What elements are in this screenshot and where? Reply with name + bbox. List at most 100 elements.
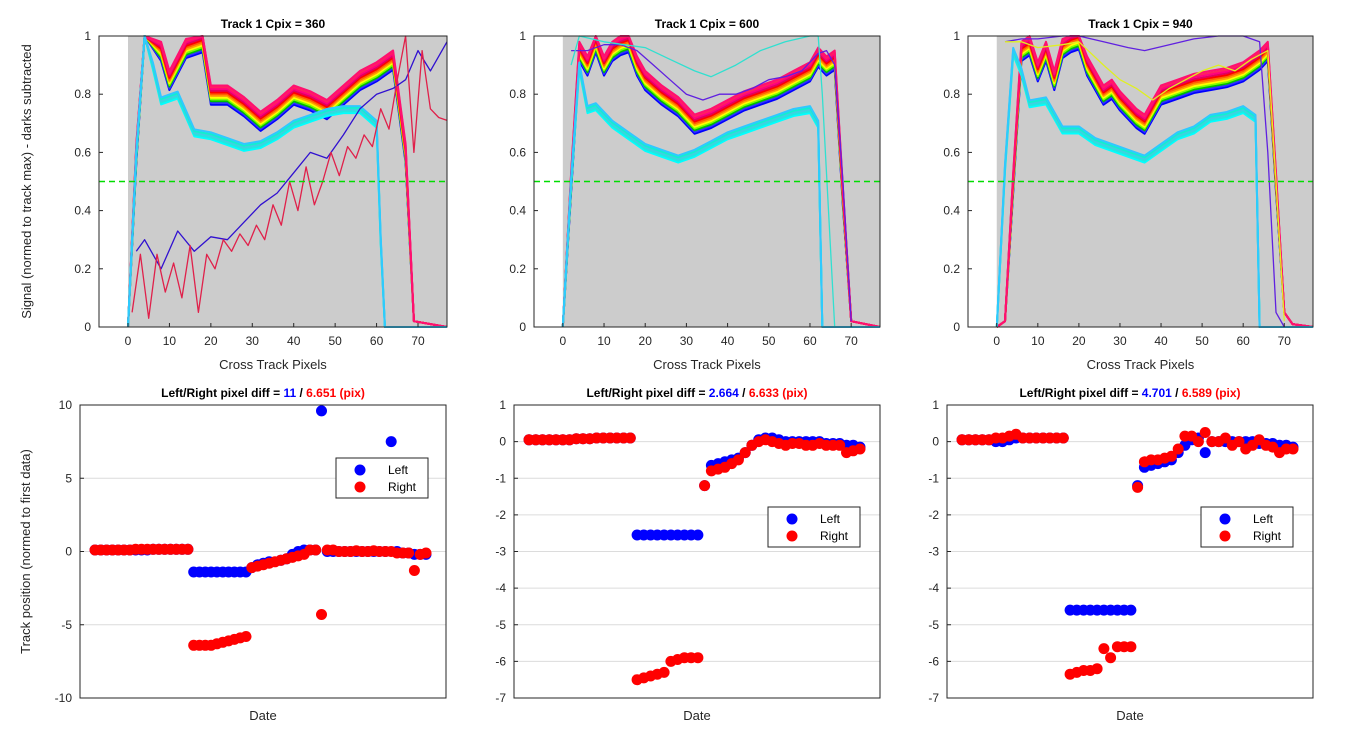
profile-lines: [561, 35, 881, 328]
y-tick-label: 0: [953, 320, 960, 334]
point-right: [1192, 436, 1204, 448]
y-tick-label: 0: [499, 435, 506, 449]
legend-left-marker: [1219, 513, 1231, 525]
legend-right-marker: [354, 481, 366, 493]
profile-line-main-bundle: [561, 35, 881, 328]
point-left: [692, 529, 704, 541]
y-tick-label: -4: [928, 581, 939, 595]
point-left: [316, 405, 327, 417]
legend: Left Right: [1200, 506, 1294, 548]
point-right: [182, 543, 194, 555]
x-tick-label: 0: [125, 334, 132, 348]
x-tick-label: 70: [844, 334, 858, 348]
y-tick-labels: 0 0.2 0.4 0.6 0.8 1: [509, 29, 538, 334]
x-tick-label: 40: [721, 334, 735, 348]
x-tick-label: 50: [1195, 334, 1209, 348]
plot-frame: [98, 35, 448, 328]
plot-title: Track 1 Cpix = 360: [221, 17, 326, 31]
legend-right-label: Right: [1253, 529, 1282, 543]
y-tick-label: -1: [495, 471, 506, 485]
point-right: [854, 443, 866, 455]
x-axis-label: Date: [1116, 708, 1143, 723]
x-tick-label: 60: [370, 334, 384, 348]
point-right: [420, 547, 432, 559]
point-right: [403, 547, 415, 559]
x-tick-label: 30: [680, 334, 694, 348]
profile-line-yellow-upper: [1005, 41, 1285, 322]
y-tick-label: 0.6: [74, 145, 91, 159]
profile-line-cyan-low: [561, 63, 880, 328]
point-right: [1132, 481, 1144, 493]
point-left: [385, 436, 397, 448]
x-axis-label: Date: [683, 708, 710, 723]
legend: Left Right: [335, 457, 429, 499]
profile-line-main-bundle: [127, 35, 448, 328]
y-tick-label: -2: [495, 508, 506, 522]
y-tick-label: -7: [495, 691, 506, 705]
title-left-value: 4.701: [1142, 386, 1172, 400]
title-separator: /: [739, 386, 749, 400]
point-right: [310, 544, 322, 556]
point-left: [1199, 447, 1211, 459]
data-region: [996, 36, 1313, 327]
scatter-points: [956, 427, 1299, 680]
x-tick-label: 0: [993, 334, 1000, 348]
y-tick-labels: -7 -6 -5 -4 -3 -2 -1 0 1: [928, 398, 951, 705]
y-tick-label: 0.4: [509, 204, 526, 218]
plot-frame: [967, 35, 1314, 328]
x-tick-label: 50: [762, 334, 776, 348]
y-tick-label: -7: [928, 691, 939, 705]
y-tick-label: -2: [928, 508, 939, 522]
x-tick-label: 70: [1278, 334, 1292, 348]
y-tick-label: -6: [928, 654, 939, 668]
point-right: [739, 447, 751, 459]
legend-left-label: Left: [820, 512, 841, 526]
y-tick-label: 1: [932, 398, 939, 412]
point-right: [316, 609, 327, 620]
y-tick-label: 0.6: [509, 145, 526, 159]
title-prefix: Left/Right pixel diff =: [161, 386, 283, 400]
plot-title: Track 1 Cpix = 600: [655, 17, 760, 31]
profile-line-cyan-low: [561, 68, 880, 328]
y-tick-label: -3: [495, 545, 506, 559]
profile-line-blue-rising: [135, 41, 448, 270]
point-right: [1233, 436, 1245, 448]
point-right: [1105, 652, 1117, 664]
x-tick-labels: 0 10 20 30 40 50 60 70: [993, 323, 1291, 348]
title-prefix: Left/Right pixel diff =: [1019, 386, 1141, 400]
legend-box: [1200, 506, 1294, 548]
y-tick-label: -6: [495, 654, 506, 668]
y-tick-label: 1: [519, 29, 526, 43]
title-left-value: 11: [283, 386, 296, 400]
y-tick-label: -3: [928, 545, 939, 559]
profile-line-cyan-low: [561, 61, 880, 328]
point-right: [1091, 663, 1103, 675]
x-tick-label: 40: [287, 334, 301, 348]
profile-lines: [995, 35, 1314, 328]
x-tick-label: 50: [328, 334, 342, 348]
title-right-value: 6.633 (pix): [749, 386, 808, 400]
profile-panel-1: 0 10 20 30 40 50 60 70 0 0.2 0.4 0.6 0.8 1 Track 1 C…: [19, 17, 448, 372]
profile-line-purple-upper: [1004, 35, 1285, 328]
y-tick-labels: 0 0.2 0.4 0.6 0.8 1: [74, 29, 103, 334]
point-right: [1219, 432, 1231, 444]
profile-line-cyan-low: [995, 46, 1313, 328]
point-right: [699, 480, 711, 492]
plot-title: Left/Right pixel diff = 2.664 / 6.633 (p…: [586, 386, 807, 400]
point-right: [1199, 427, 1211, 438]
title-left-value: 2.664: [709, 386, 739, 400]
y-tick-labels: 0 0.2 0.4 0.6 0.8 1: [943, 29, 972, 334]
x-axis-label: Cross Track Pixels: [653, 357, 761, 372]
y-tick-label: -1: [928, 471, 939, 485]
point-right: [1165, 450, 1177, 462]
y-tick-label: 5: [65, 471, 72, 485]
title-separator: /: [296, 386, 306, 400]
y-tick-label: 0: [65, 545, 72, 559]
legend-left-label: Left: [388, 463, 409, 477]
scatter-points: [89, 405, 432, 651]
y-tick-label: 0: [932, 435, 939, 449]
profile-line-purple-upper: [571, 44, 852, 322]
x-tick-label: 60: [1236, 334, 1250, 348]
profile-line-cyan-low: [127, 35, 447, 328]
